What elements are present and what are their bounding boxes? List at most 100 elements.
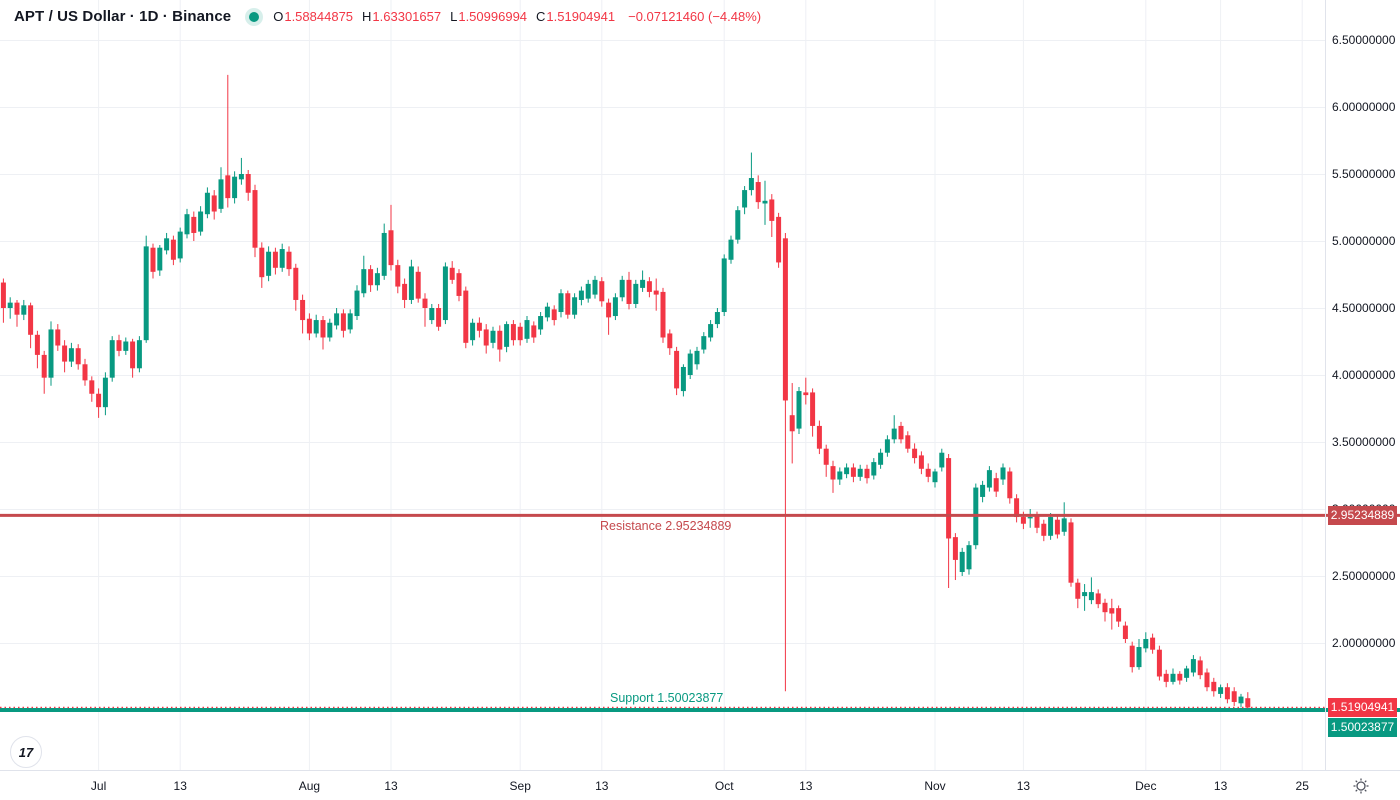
candle-body bbox=[776, 216, 782, 263]
candle-body bbox=[354, 290, 360, 317]
time-tick-label[interactable]: 13 bbox=[595, 779, 609, 793]
candle-body bbox=[619, 279, 625, 298]
candle-body bbox=[728, 239, 734, 260]
candle-body bbox=[388, 230, 394, 266]
candle-body bbox=[871, 462, 877, 476]
candle-body bbox=[592, 279, 598, 295]
time-tick-label[interactable]: 13 bbox=[174, 779, 188, 793]
price-tick-label[interactable]: 5.00000000 bbox=[1332, 234, 1396, 248]
candle-body bbox=[191, 216, 197, 233]
candle-body bbox=[14, 302, 20, 315]
candle-body bbox=[184, 214, 190, 235]
tradingview-logo[interactable]: 17 bbox=[10, 736, 42, 768]
candle-body bbox=[1007, 471, 1013, 499]
candle-body bbox=[75, 348, 81, 365]
candle-body bbox=[721, 258, 727, 313]
candle-body bbox=[708, 324, 714, 338]
candle-body bbox=[626, 279, 632, 304]
resistance-price-badge: 2.95234889 bbox=[1328, 505, 1397, 525]
sun-settings-icon[interactable] bbox=[1352, 777, 1370, 795]
symbol-title[interactable]: APT / US Dollar · 1D · Binance bbox=[14, 8, 232, 25]
time-tick-label[interactable]: Aug bbox=[299, 779, 320, 793]
candle-body bbox=[306, 318, 312, 334]
change-value: −0.07121460 (−4.48%) bbox=[628, 9, 762, 24]
candle-body bbox=[606, 302, 612, 318]
candle-body bbox=[864, 468, 870, 479]
price-tick-label[interactable]: 6.50000000 bbox=[1332, 33, 1396, 47]
candle-body bbox=[544, 306, 550, 318]
candle-body bbox=[476, 322, 482, 331]
candle-body bbox=[558, 293, 564, 313]
candle-body bbox=[762, 200, 768, 204]
time-tick-label[interactable]: Oct bbox=[715, 779, 734, 793]
high-label: H bbox=[362, 9, 372, 24]
candle-body bbox=[612, 297, 618, 317]
price-tick-label[interactable]: 5.50000000 bbox=[1332, 167, 1396, 181]
candle-body bbox=[932, 471, 938, 483]
candle-body bbox=[429, 308, 435, 321]
candle-body bbox=[946, 458, 952, 539]
time-tick-label[interactable]: 13 bbox=[1214, 779, 1228, 793]
candle-body bbox=[830, 466, 836, 480]
candle-body bbox=[1177, 673, 1183, 681]
candle-body bbox=[524, 320, 530, 339]
price-tick-label[interactable]: 2.00000000 bbox=[1332, 636, 1396, 650]
candle-body bbox=[368, 269, 374, 286]
candle-body bbox=[565, 293, 571, 315]
candle-body bbox=[1068, 522, 1074, 583]
price-tick-label[interactable]: 2.50000000 bbox=[1332, 569, 1396, 583]
candle-body bbox=[1061, 518, 1067, 532]
price-tick-label[interactable]: 4.00000000 bbox=[1332, 368, 1396, 382]
candle-body bbox=[660, 291, 666, 338]
candle-body bbox=[1095, 593, 1101, 605]
tradingview-logo-glyph: 17 bbox=[18, 744, 34, 760]
last-price-badge: 1.51904941 bbox=[1328, 697, 1397, 717]
candle-body bbox=[1027, 517, 1033, 519]
time-tick-label[interactable]: 13 bbox=[799, 779, 813, 793]
candle-body bbox=[456, 273, 462, 296]
candle-body bbox=[374, 273, 380, 286]
price-tick-label[interactable]: 6.00000000 bbox=[1332, 100, 1396, 114]
candle-body bbox=[918, 455, 924, 469]
time-tick-label[interactable]: 25 bbox=[1296, 779, 1310, 793]
time-tick-label[interactable]: Dec bbox=[1135, 779, 1156, 793]
time-tick-label[interactable]: 13 bbox=[384, 779, 398, 793]
candle-body bbox=[1082, 592, 1088, 597]
time-tick-label[interactable]: Jul bbox=[91, 779, 106, 793]
candle-body bbox=[1122, 625, 1128, 639]
candle-body bbox=[320, 320, 326, 338]
candle-body bbox=[748, 178, 754, 191]
candle-body bbox=[1136, 647, 1142, 668]
candle-body bbox=[286, 251, 292, 270]
candle-body bbox=[1238, 696, 1244, 704]
price-tick-label[interactable]: 4.50000000 bbox=[1332, 301, 1396, 315]
candle-body bbox=[578, 290, 584, 300]
candle-body bbox=[102, 377, 108, 408]
candle-body bbox=[442, 266, 448, 321]
candle-body bbox=[803, 392, 809, 396]
candle-body bbox=[1088, 592, 1094, 601]
time-tick-label[interactable]: Nov bbox=[924, 779, 945, 793]
candle-body bbox=[1204, 672, 1210, 688]
candle-body bbox=[340, 313, 346, 331]
candle-body bbox=[82, 364, 88, 381]
candle-body bbox=[1116, 608, 1122, 622]
candle-body bbox=[680, 366, 686, 392]
candle-body bbox=[109, 340, 115, 378]
candle-body bbox=[1109, 608, 1115, 614]
candle-body bbox=[449, 267, 455, 280]
candle-body bbox=[850, 467, 856, 477]
support-line-label[interactable]: Support 1.50023877 bbox=[610, 690, 724, 705]
candle-body bbox=[891, 428, 897, 440]
time-tick-label[interactable]: 13 bbox=[1017, 779, 1031, 793]
candle-body bbox=[844, 467, 850, 475]
candle-body bbox=[259, 247, 265, 278]
candle-body bbox=[823, 448, 829, 465]
candle-body bbox=[211, 195, 217, 212]
price-tick-label[interactable]: 3.50000000 bbox=[1332, 435, 1396, 449]
candle-body bbox=[28, 305, 34, 335]
resistance-line-label[interactable]: Resistance 2.95234889 bbox=[600, 519, 732, 534]
time-tick-label[interactable]: Sep bbox=[510, 779, 532, 793]
